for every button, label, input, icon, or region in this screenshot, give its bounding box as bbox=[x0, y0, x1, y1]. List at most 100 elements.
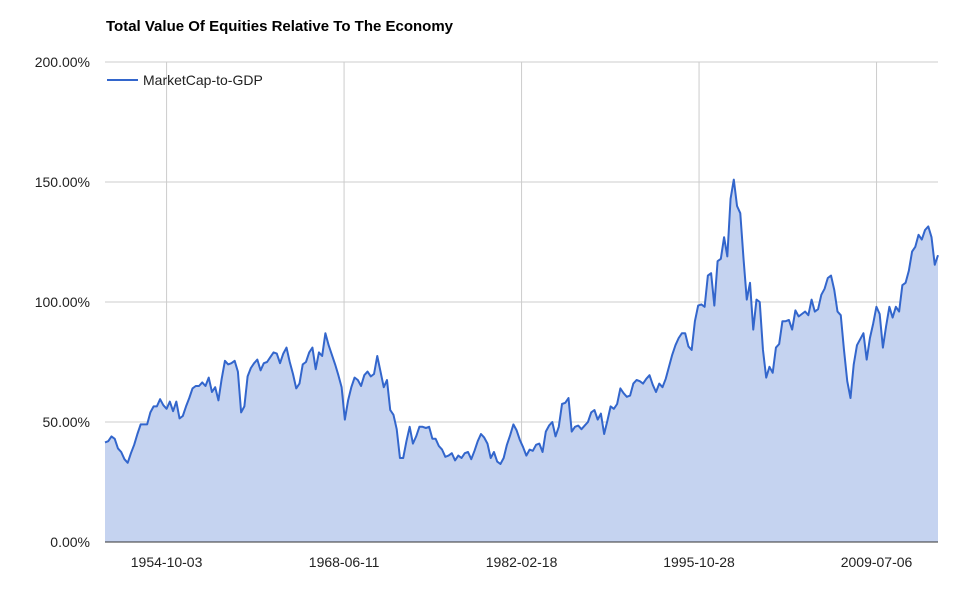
data-point bbox=[156, 405, 158, 407]
data-point bbox=[548, 424, 550, 426]
data-point bbox=[353, 376, 355, 378]
x-tick-label: 2009-07-06 bbox=[841, 554, 913, 570]
data-point bbox=[723, 236, 725, 238]
data-point bbox=[447, 454, 449, 456]
data-point bbox=[285, 346, 287, 348]
data-point bbox=[104, 441, 106, 443]
legend: MarketCap-to-GDP bbox=[107, 72, 263, 88]
data-point bbox=[584, 424, 586, 426]
data-point bbox=[415, 435, 417, 437]
data-point bbox=[567, 397, 569, 399]
data-point bbox=[729, 198, 731, 200]
data-point bbox=[927, 225, 929, 227]
data-point bbox=[318, 351, 320, 353]
data-point bbox=[820, 294, 822, 296]
data-point bbox=[502, 457, 504, 459]
data-point bbox=[386, 379, 388, 381]
data-point bbox=[681, 332, 683, 334]
x-tick-label: 1968-06-11 bbox=[309, 554, 380, 570]
data-point bbox=[182, 415, 184, 417]
data-point bbox=[846, 380, 848, 382]
data-point bbox=[133, 444, 135, 446]
data-point bbox=[208, 376, 210, 378]
data-point bbox=[694, 320, 696, 322]
data-point bbox=[525, 454, 527, 456]
data-point bbox=[337, 374, 339, 376]
data-point bbox=[331, 354, 333, 356]
data-point bbox=[477, 440, 479, 442]
data-point bbox=[490, 457, 492, 459]
y-tick-label: 100.00% bbox=[35, 294, 90, 310]
data-point bbox=[522, 446, 524, 448]
data-point bbox=[227, 363, 229, 365]
data-point bbox=[713, 304, 715, 306]
data-point bbox=[123, 458, 125, 460]
data-point bbox=[888, 306, 890, 308]
axes: 0.00% 50.00% 100.00% 150.00% 200.00% 1954-10-… bbox=[35, 54, 938, 570]
data-point bbox=[843, 349, 845, 351]
data-point bbox=[460, 457, 462, 459]
data-point bbox=[872, 322, 874, 324]
data-point bbox=[230, 362, 232, 364]
data-point bbox=[515, 429, 517, 431]
data-point bbox=[914, 246, 916, 248]
data-point bbox=[869, 337, 871, 339]
data-point bbox=[593, 409, 595, 411]
data-point bbox=[139, 423, 141, 425]
data-point bbox=[376, 355, 378, 357]
data-point bbox=[117, 447, 119, 449]
data-point bbox=[755, 298, 757, 300]
data-point bbox=[924, 229, 926, 231]
data-point bbox=[366, 370, 368, 372]
data-point bbox=[898, 310, 900, 312]
data-point bbox=[684, 332, 686, 334]
data-point bbox=[149, 411, 151, 413]
data-point bbox=[344, 418, 346, 420]
data-point bbox=[784, 320, 786, 322]
data-point bbox=[590, 411, 592, 413]
data-point bbox=[467, 451, 469, 453]
data-point bbox=[178, 417, 180, 419]
data-point bbox=[185, 405, 187, 407]
data-point bbox=[224, 360, 226, 362]
data-point bbox=[473, 450, 475, 452]
data-point bbox=[934, 264, 936, 266]
data-point bbox=[772, 372, 774, 374]
data-point bbox=[272, 351, 274, 353]
data-point bbox=[263, 362, 265, 364]
data-point bbox=[188, 397, 190, 399]
data-point bbox=[438, 445, 440, 447]
data-point bbox=[327, 344, 329, 346]
data-point bbox=[937, 254, 939, 256]
data-point bbox=[370, 375, 372, 377]
data-point bbox=[237, 370, 239, 372]
data-point bbox=[114, 438, 116, 440]
data-point bbox=[690, 349, 692, 351]
data-point bbox=[661, 386, 663, 388]
data-point bbox=[810, 298, 812, 300]
data-point bbox=[749, 282, 751, 284]
data-point bbox=[814, 310, 816, 312]
data-point bbox=[901, 284, 903, 286]
data-point bbox=[211, 391, 213, 393]
data-point bbox=[253, 362, 255, 364]
data-point bbox=[396, 428, 398, 430]
data-point bbox=[470, 458, 472, 460]
data-point bbox=[849, 397, 851, 399]
data-point bbox=[911, 250, 913, 252]
data-point bbox=[269, 356, 271, 358]
data-point bbox=[541, 451, 543, 453]
data-point bbox=[603, 433, 605, 435]
data-point bbox=[289, 361, 291, 363]
data-point bbox=[233, 360, 235, 362]
data-point bbox=[674, 344, 676, 346]
data-point bbox=[720, 258, 722, 260]
data-point bbox=[308, 351, 310, 353]
data-point bbox=[823, 288, 825, 290]
data-point bbox=[243, 405, 245, 407]
data-point bbox=[483, 436, 485, 438]
data-point bbox=[648, 374, 650, 376]
data-point bbox=[392, 414, 394, 416]
data-point bbox=[697, 304, 699, 306]
data-point bbox=[807, 314, 809, 316]
